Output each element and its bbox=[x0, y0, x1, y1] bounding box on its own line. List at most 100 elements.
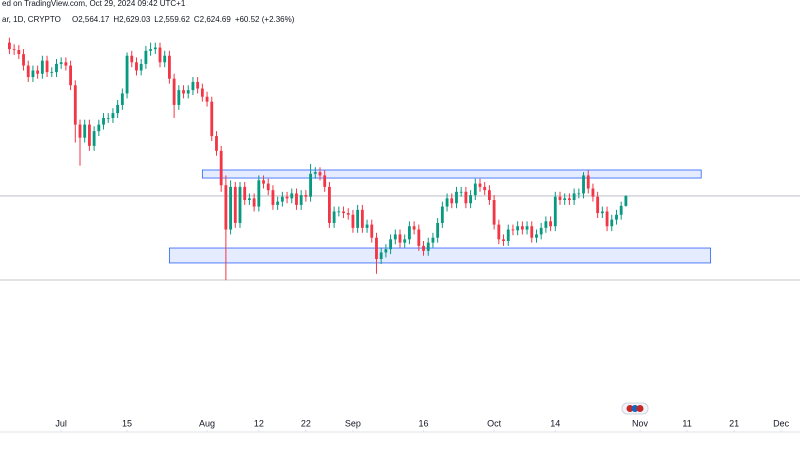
candle-body bbox=[422, 245, 425, 251]
x-tick-label: 22 bbox=[301, 418, 311, 428]
candle-body bbox=[73, 85, 77, 125]
x-tick-label: Jul bbox=[55, 418, 67, 428]
x-tick-label: 11 bbox=[682, 418, 691, 428]
candle-body bbox=[351, 214, 355, 228]
candle-body bbox=[45, 60, 49, 73]
candle-body bbox=[431, 237, 435, 243]
candle-body bbox=[31, 70, 35, 78]
candle-body bbox=[139, 63, 143, 71]
candle-body bbox=[271, 190, 275, 205]
candle-body bbox=[455, 191, 458, 204]
candle-body bbox=[243, 186, 247, 200]
candle-body bbox=[473, 183, 477, 196]
candle-body bbox=[356, 209, 360, 228]
candle-body bbox=[200, 88, 204, 97]
x-tick-label: 21 bbox=[729, 418, 739, 428]
candle-body bbox=[600, 211, 604, 214]
candle-body bbox=[393, 234, 397, 240]
candle-body bbox=[182, 90, 185, 94]
candle-body bbox=[262, 180, 265, 184]
candle-body bbox=[313, 172, 317, 174]
candle-body bbox=[22, 54, 25, 66]
candle-body bbox=[516, 226, 520, 231]
candle-body bbox=[266, 183, 270, 191]
candle-body bbox=[440, 206, 444, 223]
candle-body bbox=[328, 186, 331, 223]
candle-body bbox=[445, 198, 449, 207]
candle-body bbox=[591, 188, 595, 197]
candle-body bbox=[295, 193, 298, 205]
candle-body bbox=[8, 42, 11, 50]
x-tick-label: 12 bbox=[254, 418, 264, 428]
candle-body bbox=[624, 195, 628, 206]
candle-body bbox=[26, 65, 30, 78]
candle-body bbox=[539, 227, 543, 235]
candle-body bbox=[135, 62, 138, 71]
ohlc-value: L2,559.62 bbox=[154, 15, 190, 24]
candle-body bbox=[130, 55, 134, 63]
candle-body bbox=[177, 90, 181, 105]
candle-body bbox=[233, 186, 237, 223]
candle-body bbox=[92, 131, 96, 146]
plot-area bbox=[0, 37, 800, 281]
candle-body bbox=[469, 195, 472, 204]
candle-body bbox=[436, 222, 440, 238]
candle-body bbox=[360, 209, 364, 228]
candle-body bbox=[163, 55, 167, 63]
candle-body bbox=[106, 118, 110, 119]
candle-body bbox=[304, 195, 308, 197]
candle-body bbox=[210, 101, 214, 137]
ohlc-value: C2,624.69 bbox=[194, 15, 231, 24]
symbol-text: ar, 1D, CRYPTO bbox=[2, 15, 61, 24]
candle-body bbox=[248, 198, 251, 200]
candle-body bbox=[497, 224, 501, 240]
x-tick-label: Oct bbox=[487, 418, 502, 428]
candle-body bbox=[224, 185, 228, 230]
candle-body bbox=[153, 47, 157, 50]
candle-body bbox=[492, 200, 496, 225]
candle-body bbox=[605, 211, 609, 227]
candle-body bbox=[55, 63, 58, 73]
candle-body bbox=[398, 234, 402, 243]
candle-body bbox=[215, 136, 218, 151]
candle-body bbox=[577, 193, 581, 195]
candle-body bbox=[158, 47, 162, 63]
candle-body bbox=[553, 196, 557, 227]
candle-body bbox=[64, 62, 68, 66]
candle-body bbox=[332, 211, 336, 223]
candle-body bbox=[50, 72, 54, 73]
candle-body bbox=[478, 183, 482, 187]
candle-body bbox=[511, 229, 515, 231]
candle-body bbox=[403, 239, 407, 243]
candle-body bbox=[375, 237, 378, 260]
candle-body bbox=[563, 198, 567, 200]
candle-body bbox=[558, 196, 562, 200]
candle-body bbox=[525, 226, 529, 230]
candle-body bbox=[88, 124, 91, 146]
price-zone bbox=[169, 247, 711, 264]
candle-body bbox=[125, 55, 129, 94]
candle-body bbox=[426, 242, 430, 251]
candle-body bbox=[615, 214, 618, 220]
candle-body bbox=[36, 70, 40, 74]
candle-body bbox=[379, 252, 383, 260]
candle-body bbox=[389, 239, 392, 250]
candle-body bbox=[464, 191, 468, 204]
candle-body bbox=[69, 65, 72, 86]
candle-body bbox=[459, 191, 463, 193]
candle-body bbox=[280, 196, 284, 202]
candle-body bbox=[83, 124, 87, 138]
candle-body bbox=[120, 93, 124, 105]
candle-body bbox=[520, 226, 524, 230]
candle-body bbox=[610, 219, 614, 227]
candle-body bbox=[318, 172, 322, 176]
candle-body bbox=[40, 60, 44, 74]
candle-body bbox=[12, 49, 16, 50]
x-tick-label: 15 bbox=[122, 418, 132, 428]
candle-body bbox=[502, 239, 505, 241]
ohlc-value: +60.52 (+2.36%) bbox=[235, 15, 295, 24]
candle-body bbox=[116, 104, 120, 114]
ohlc-value: O2,564.17 bbox=[72, 15, 110, 24]
candle-body bbox=[568, 198, 571, 200]
